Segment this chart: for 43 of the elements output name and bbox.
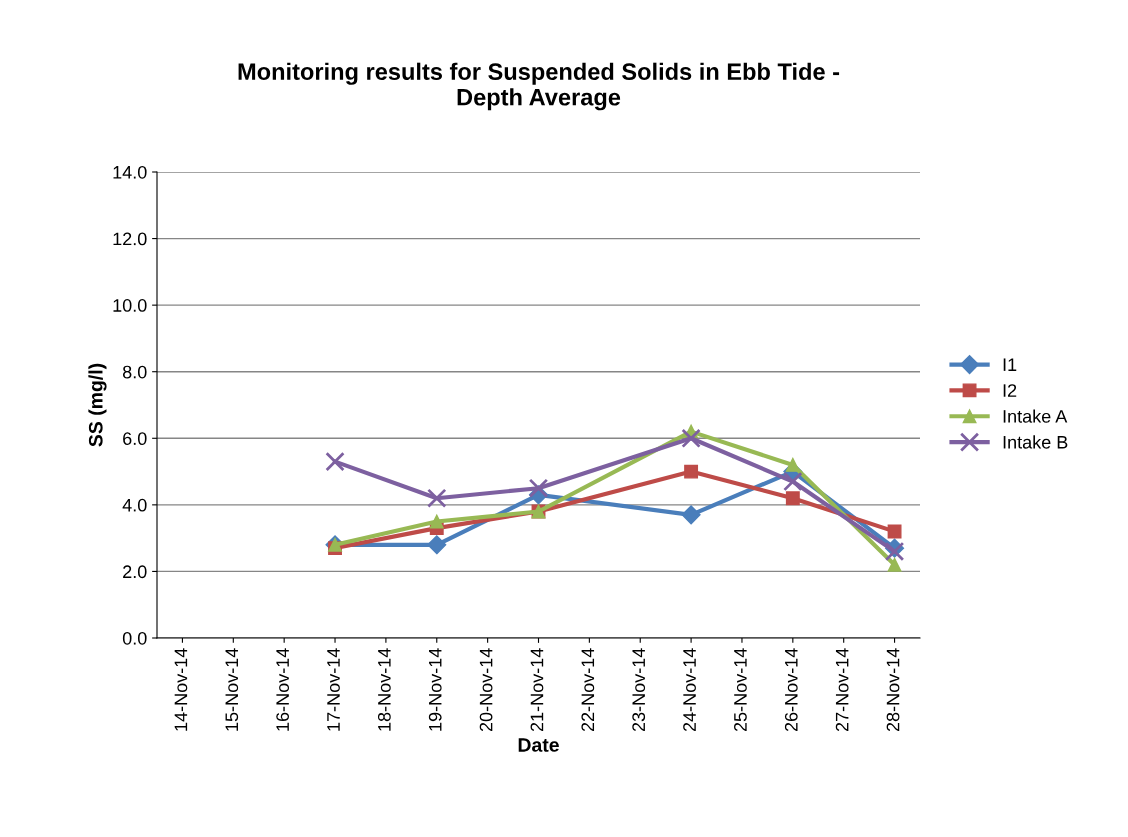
- x-tick-label: 14-Nov-14: [174, 648, 188, 731]
- y-tick-label: 14.0: [113, 165, 147, 179]
- legend-label: Intake A: [1003, 409, 1068, 423]
- x-tick-label: 25-Nov-14: [734, 648, 747, 732]
- y-tick-label: 12.0: [113, 232, 147, 246]
- point: [684, 464, 699, 479]
- point: [681, 505, 701, 525]
- point: [887, 524, 902, 539]
- point: [785, 457, 800, 472]
- x-tick-label: 16-Nov-14: [276, 648, 290, 731]
- y-tick-label: 6.0: [123, 432, 147, 446]
- x-tick-label: 18-Nov-14: [377, 648, 391, 731]
- x-axis-title: Date: [518, 738, 559, 752]
- point: [681, 428, 701, 449]
- chart-title: Monitoring results for Suspended Solids in Ebb Tide - Depth Average: [238, 62, 840, 111]
- x-tick-label: 28-Nov-14: [886, 648, 900, 732]
- y-tick-label: 0.0: [122, 631, 147, 645]
- x-tick-label: 27-Nov-14: [835, 648, 849, 732]
- point: [427, 535, 447, 555]
- x-tick-label: 23-Nov-14: [632, 648, 646, 732]
- y-tick-label: 4.0: [122, 498, 147, 512]
- y-tick-label: 8.0: [122, 365, 147, 379]
- point: [427, 488, 447, 508]
- x-tick-label: 22-Nov-14: [581, 648, 595, 732]
- y-tick-label: 2.0: [123, 565, 147, 579]
- y-axis-title: SS (mg/l): [88, 363, 107, 447]
- x-tick-label: 15-Nov-14: [225, 648, 239, 731]
- x-tick-label: 20-Nov-14: [479, 648, 493, 732]
- point: [785, 491, 800, 506]
- x-tick-label: 26-Nov-14: [784, 648, 798, 732]
- y-tick-label: 10.0: [113, 299, 147, 312]
- point: [528, 478, 549, 498]
- x-tick-label: 17-Nov-14: [327, 648, 340, 731]
- legend-label: Intake B: [1003, 435, 1068, 449]
- point: [325, 451, 345, 472]
- point: [887, 557, 902, 572]
- x-tick-label: 24-Nov-14: [683, 648, 696, 732]
- point: [783, 471, 803, 492]
- legend-label: I1: [1003, 358, 1017, 371]
- x-tick-label: 21-Nov-14: [530, 648, 544, 732]
- legend-label: I2: [1003, 384, 1017, 397]
- point: [429, 514, 444, 529]
- x-tick-label: 19-Nov-14: [428, 648, 442, 731]
